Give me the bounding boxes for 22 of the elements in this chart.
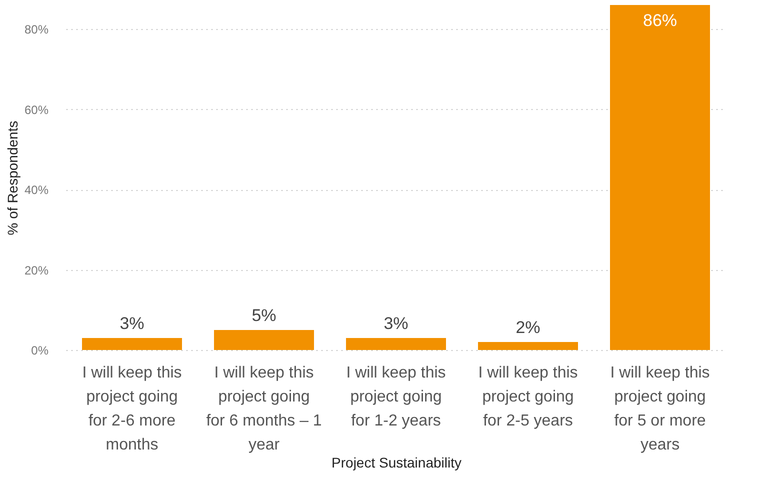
data-label: 3% xyxy=(384,314,408,333)
y-axis-title: % of Respondents xyxy=(4,120,20,236)
y-tick-label: 0% xyxy=(31,344,49,358)
y-tick-label: 20% xyxy=(24,263,49,278)
y-tick-label: 60% xyxy=(24,102,49,117)
bar xyxy=(610,5,710,350)
x-tick-label: I will keep this project going for 2-6 more months xyxy=(82,364,182,454)
data-label: 86% xyxy=(642,11,678,30)
data-label: 3% xyxy=(120,314,144,333)
data-label: 2% xyxy=(516,318,540,337)
x-tick-label: I will keep this project going for 5 or more years xyxy=(610,364,710,454)
x-axis-title: Project Sustainability xyxy=(332,454,462,470)
x-tick-label: I will keep this project going for 2-5 years xyxy=(478,364,578,430)
y-tick-label: 40% xyxy=(24,183,49,198)
bar xyxy=(478,342,578,350)
x-tick-label: I will keep this project going for 1-2 years xyxy=(346,364,446,430)
x-tick-label: I will keep this project going for 6 months – 1 year xyxy=(206,364,322,454)
bar xyxy=(346,338,446,350)
data-label: 5% xyxy=(252,306,276,325)
y-tick-label: 80% xyxy=(24,22,49,37)
bar xyxy=(82,338,182,350)
bar xyxy=(214,330,314,350)
